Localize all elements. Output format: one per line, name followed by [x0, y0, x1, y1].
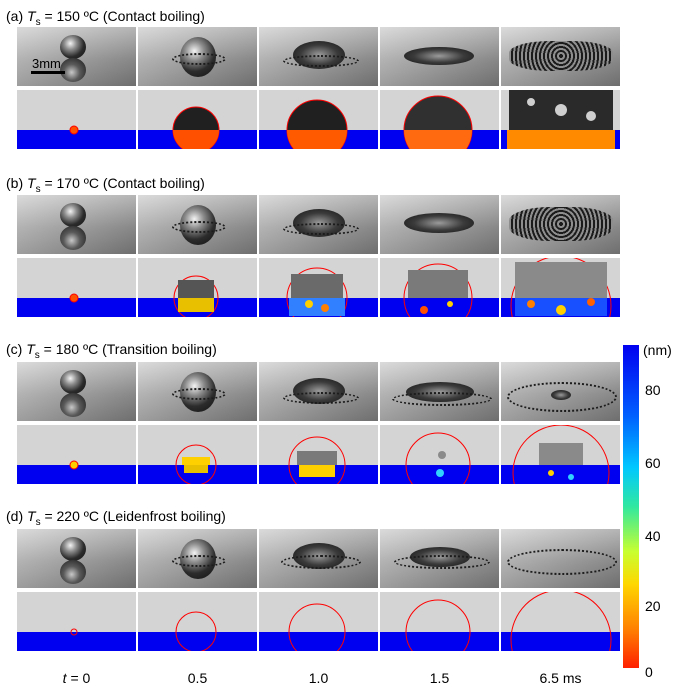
tir-b-t4	[501, 258, 620, 317]
row-c-title: (c) Ts = 180 ºC (Transition boiling)	[6, 341, 217, 361]
row-b-title: (b) Ts = 170 ºC (Contact boiling)	[6, 175, 205, 195]
photo-c-t4	[501, 362, 620, 421]
photo-c-t2	[259, 362, 378, 421]
time-label-4: 6.5 ms	[539, 670, 582, 686]
tir-d-t3	[380, 592, 499, 651]
colorbar-tick-80: 80	[645, 382, 661, 398]
photo-b-t2	[259, 195, 378, 254]
row-c-rest: = 180 ºC (Transition boiling)	[39, 341, 217, 357]
tir-d-t1	[138, 592, 257, 651]
tir-d-t0	[17, 592, 136, 651]
tir-c-t0	[17, 425, 136, 484]
photo-b-t4	[501, 195, 620, 254]
row-b-prefix: (b)	[6, 175, 27, 191]
row-b-sub: s	[35, 183, 41, 195]
colorbar-tick-40: 40	[645, 528, 661, 544]
row-a-sub: s	[35, 16, 41, 28]
photo-c-t3	[380, 362, 499, 421]
tir-c-t3	[380, 425, 499, 484]
colorbar-tick-20: 20	[645, 598, 661, 614]
tir-c-t2	[259, 425, 378, 484]
colorbar-unit: (nm)	[643, 342, 672, 358]
tir-d-t2	[259, 592, 378, 651]
time-label-2: 1.0	[308, 670, 329, 686]
row-a-var: T	[27, 8, 36, 24]
photo-b-t1	[138, 195, 257, 254]
tir-d-t4	[501, 592, 620, 651]
photo-d-t4	[501, 529, 620, 588]
photo-b-t3	[380, 195, 499, 254]
photo-d-t2	[259, 529, 378, 588]
time-label-0: t = 0	[17, 670, 136, 686]
photo-a-t0: 3mm	[17, 27, 136, 86]
scale-bar-label: 3mm	[32, 56, 61, 71]
photo-b-t0	[17, 195, 136, 254]
row-c-sub: s	[34, 349, 40, 361]
row-d-rest: = 220 ºC (Leidenfrost boiling)	[40, 508, 226, 524]
tir-a-t2	[259, 90, 378, 149]
tir-a-t1	[138, 90, 257, 149]
row-c-prefix: (c)	[6, 341, 27, 357]
tir-a-t0	[17, 90, 136, 149]
tir-b-t0	[17, 258, 136, 317]
photo-a-t4	[501, 27, 620, 86]
time-var: t	[62, 670, 67, 686]
photo-a-t1	[138, 27, 257, 86]
tir-b-t1	[138, 258, 257, 317]
row-b-rest: = 170 ºC (Contact boiling)	[40, 175, 205, 191]
scale-bar	[31, 71, 65, 74]
time-first-value: = 0	[66, 670, 91, 686]
photo-d-t1	[138, 529, 257, 588]
time-label-1: 0.5	[187, 670, 208, 686]
photo-a-t2	[259, 27, 378, 86]
row-d-sub: s	[35, 516, 41, 528]
row-a-title: (a) Ts = 150 ºC (Contact boiling)	[6, 8, 205, 28]
row-d-prefix: (d)	[6, 508, 27, 524]
time-label-3: 1.5	[429, 670, 450, 686]
tir-b-t3	[380, 258, 499, 317]
row-d-title: (d) Ts = 220 ºC (Leidenfrost boiling)	[6, 508, 226, 528]
photo-c-t1	[138, 362, 257, 421]
photo-d-t0	[17, 529, 136, 588]
photo-a-t3	[380, 27, 499, 86]
tir-b-t2	[259, 258, 378, 317]
photo-c-t0	[17, 362, 136, 421]
row-a-rest: = 150 ºC (Contact boiling)	[40, 8, 205, 24]
colorbar	[623, 345, 639, 668]
colorbar-tick-60: 60	[645, 455, 661, 471]
tir-c-t4	[501, 425, 620, 484]
row-a-prefix: (a)	[6, 8, 27, 24]
row-d-var: T	[27, 508, 36, 524]
colorbar-tick-0: 0	[645, 664, 653, 680]
tir-a-t4	[501, 90, 620, 149]
photo-d-t3	[380, 529, 499, 588]
row-c-var: T	[26, 341, 35, 357]
tir-a-t3	[380, 90, 499, 149]
tir-c-t1	[138, 425, 257, 484]
row-b-var: T	[27, 175, 36, 191]
